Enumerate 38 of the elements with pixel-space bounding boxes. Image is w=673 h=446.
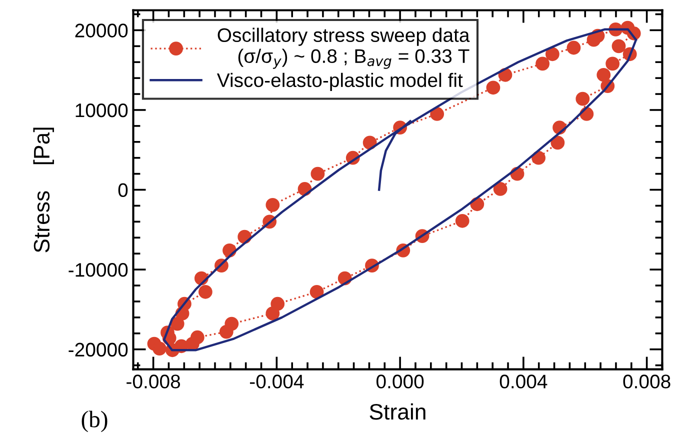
x-tick-label: 0.008 <box>623 374 670 388</box>
point <box>550 136 565 150</box>
point <box>224 316 239 331</box>
x-axis-title: Strain <box>370 403 426 420</box>
legend-label: Oscillatory stress sweep data (σ/σ$_{y}$) ~ 0.8 ; B$_{avg}$ = 0.33 T <box>218 28 470 69</box>
point <box>596 68 611 82</box>
x-tick-label: 0.004 <box>500 374 548 388</box>
point <box>576 92 590 106</box>
y-tick-label: -20000 <box>68 342 128 357</box>
y-tick-label: 20000 <box>75 24 128 38</box>
point <box>532 150 546 165</box>
point <box>486 80 500 95</box>
point <box>266 198 280 212</box>
point <box>566 40 581 55</box>
point <box>430 107 444 121</box>
point <box>310 166 325 181</box>
point <box>310 284 324 299</box>
legend-label: Visco-elasto-plastic model fit <box>216 72 463 91</box>
point <box>612 39 626 54</box>
x-tick-label: -0.008 <box>126 374 180 388</box>
y-tick-label: 10000 <box>76 103 128 118</box>
x-tick-label: -0.004 <box>250 374 304 388</box>
point <box>545 47 560 62</box>
point <box>455 214 470 228</box>
point <box>586 32 601 47</box>
y-tick-label: 0 <box>118 183 128 198</box>
point <box>152 342 166 356</box>
y-tick-label: -10000 <box>68 263 128 277</box>
y-axis-title: Stress [Pa] <box>33 128 54 252</box>
point <box>170 316 184 331</box>
point <box>190 330 204 344</box>
point <box>536 56 550 71</box>
point <box>198 284 212 299</box>
point <box>493 182 508 196</box>
x-tick-label: 0.000 <box>376 374 424 388</box>
text: (b) <box>82 410 108 432</box>
point <box>270 296 285 311</box>
point <box>606 56 620 71</box>
